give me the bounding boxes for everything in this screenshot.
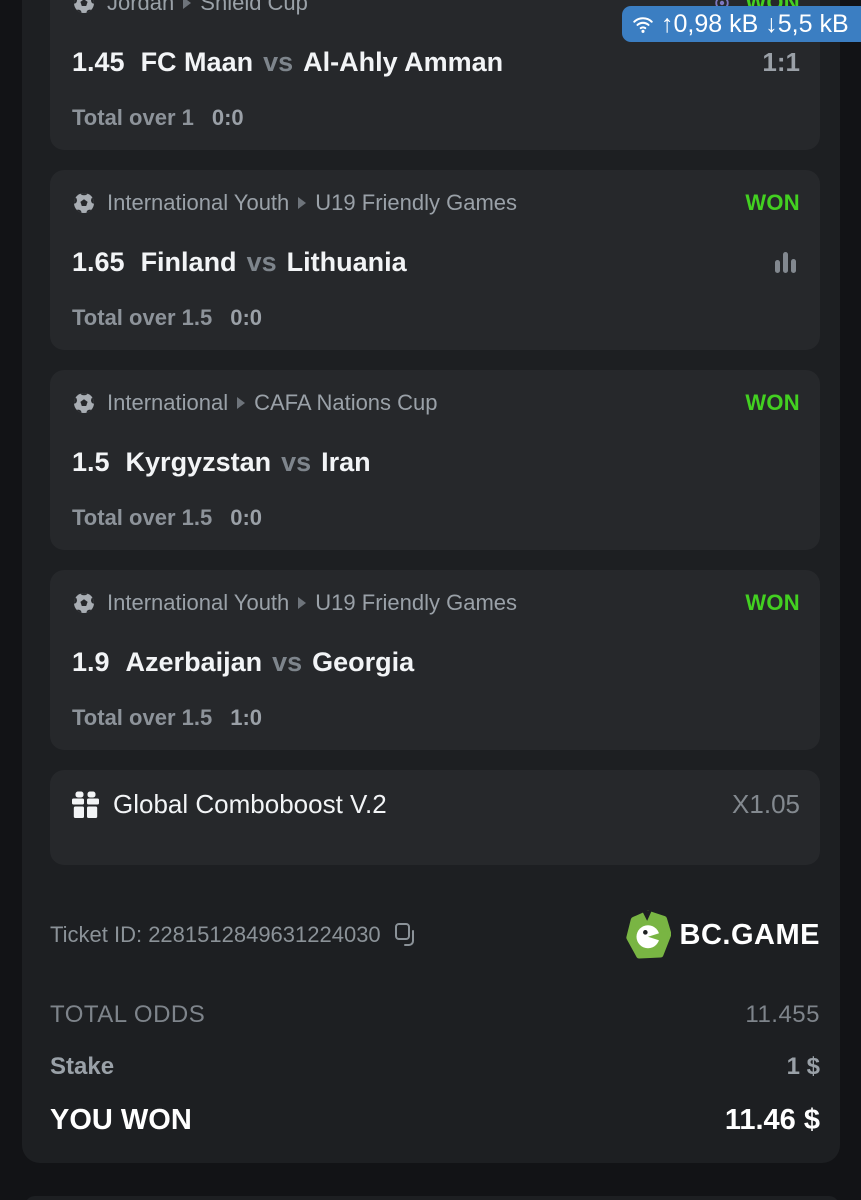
wifi-icon	[633, 17, 653, 33]
card-header: International Youth U19 Friendly Games W…	[72, 590, 800, 615]
status-badge: WON	[745, 189, 800, 215]
odds-value: 1.45	[72, 46, 125, 77]
match-row: 1.65 Finland vs Lithuania	[72, 247, 800, 277]
market-label: Total over 1.5	[72, 704, 213, 730]
soccer-ball-icon	[74, 592, 94, 613]
copy-icon	[394, 923, 414, 946]
tournament-name: U19 Friendly Games	[315, 589, 518, 615]
card-header: International CAFA Nations Cup WON	[72, 390, 800, 415]
summary-section: TOTAL ODDS 11.455 Stake 1 $ YOU WON 11.4…	[50, 1001, 820, 1137]
market-row: Total over 1.5 0:0	[72, 505, 800, 530]
vs-label: vs	[263, 46, 294, 77]
stats-icon[interactable]	[775, 251, 800, 273]
bet-card-kyrgyzstan[interactable]: International CAFA Nations Cup WON 1.5 K…	[50, 370, 820, 550]
market-label: Total over 1.5	[72, 504, 213, 530]
comboboost-label: Global Comboboost V.2	[113, 789, 387, 819]
brand-name: BC.GAME	[679, 918, 820, 951]
tournament-name: Shield Cup	[200, 0, 308, 15]
copy-ticket-id-button[interactable]	[393, 922, 417, 948]
score-at-bet: 1:0	[230, 704, 262, 730]
soccer-ball-icon	[74, 192, 94, 213]
bet-list: Jordan Shield Cup WON 1.45 FC Maan vs	[50, 0, 820, 865]
next-sheet-edge	[25, 1196, 839, 1200]
total-odds-label: TOTAL ODDS	[50, 1001, 206, 1028]
league-name: Jordan	[107, 0, 175, 15]
you-won-label: YOU WON	[50, 1104, 192, 1136]
soccer-ball-icon	[74, 392, 94, 413]
brand-logo: BC.GAME	[625, 910, 820, 960]
total-odds-value: 11.455	[745, 1001, 820, 1028]
soccer-ball-icon	[74, 0, 94, 13]
comboboost-card: Global Comboboost V.2 X1.05	[50, 770, 820, 865]
away-team: Iran	[321, 446, 371, 477]
chevron-separator-icon	[237, 396, 246, 409]
status-badge: WON	[745, 389, 800, 415]
final-score: 1:1	[762, 46, 800, 77]
tournament-name: U19 Friendly Games	[315, 189, 518, 215]
chevron-separator-icon	[298, 196, 307, 209]
stake-row: Stake 1 $	[50, 1053, 820, 1081]
bet-card-azerbaijan[interactable]: International Youth U19 Friendly Games W…	[50, 570, 820, 750]
stake-label: Stake	[50, 1053, 115, 1080]
home-team: FC Maan	[140, 46, 254, 77]
chevron-separator-icon	[298, 596, 307, 609]
bcgame-icon	[625, 910, 671, 959]
gift-icon	[72, 791, 99, 818]
match-row: 1.45 FC Maan vs Al-Ahly Amman 1:1	[72, 47, 800, 77]
ticket-row: Ticket ID: 2281512849631224030 BC.GAME	[50, 903, 820, 967]
bet-ticket-sheet: Jordan Shield Cup WON 1.45 FC Maan vs	[22, 0, 840, 1163]
stake-value: 1 $	[786, 1053, 820, 1080]
upload-rate: ↑0,98 kB	[661, 9, 759, 38]
score-at-bet: 0:0	[211, 104, 244, 130]
total-odds-row: TOTAL ODDS 11.455	[50, 1001, 820, 1029]
odds-value: 1.5	[72, 446, 110, 477]
league-name: International Youth	[107, 189, 290, 215]
vs-label: vs	[281, 446, 312, 477]
home-team: Kyrgyzstan	[125, 446, 272, 477]
away-team: Georgia	[312, 646, 415, 677]
market-row: Total over 1.5 1:0	[72, 705, 800, 730]
ticket-id: Ticket ID: 2281512849631224030	[50, 922, 381, 947]
market-label: Total over 1	[72, 104, 194, 130]
away-team: Lithuania	[286, 246, 407, 277]
you-won-row: YOU WON 11.46 $	[50, 1103, 820, 1137]
score-at-bet: 0:0	[230, 304, 262, 330]
chevron-separator-icon	[183, 0, 192, 9]
score-at-bet: 0:0	[230, 504, 262, 530]
market-row: Total over 1.5 0:0	[72, 305, 800, 330]
match-row: 1.9 Azerbaijan vs Georgia	[72, 647, 800, 677]
you-won-value: 11.46 $	[724, 1104, 820, 1136]
tournament-name: CAFA Nations Cup	[254, 389, 438, 415]
vs-label: vs	[272, 646, 303, 677]
odds-value: 1.9	[72, 646, 110, 677]
network-speed-overlay[interactable]: ↑0,98 kB ↓5,5 kB	[622, 6, 861, 42]
home-team: Finland	[140, 246, 237, 277]
vs-label: vs	[246, 246, 277, 277]
market-label: Total over 1.5	[72, 304, 213, 330]
match-row: 1.5 Kyrgyzstan vs Iran	[72, 447, 800, 477]
market-row: Total over 1 0:0	[72, 105, 800, 130]
odds-value: 1.65	[72, 246, 125, 277]
league-name: International Youth	[107, 589, 290, 615]
home-team: Azerbaijan	[125, 646, 263, 677]
status-badge: WON	[745, 589, 800, 615]
card-header: International Youth U19 Friendly Games W…	[72, 190, 800, 215]
comboboost-multiplier: X1.05	[732, 789, 800, 819]
download-rate: ↓5,5 kB	[765, 9, 849, 38]
away-team: Al-Ahly Amman	[303, 46, 504, 77]
league-name: International	[107, 389, 229, 415]
card-header: Jordan Shield Cup WON	[72, 0, 800, 15]
bet-card-finland[interactable]: International Youth U19 Friendly Games W…	[50, 170, 820, 350]
